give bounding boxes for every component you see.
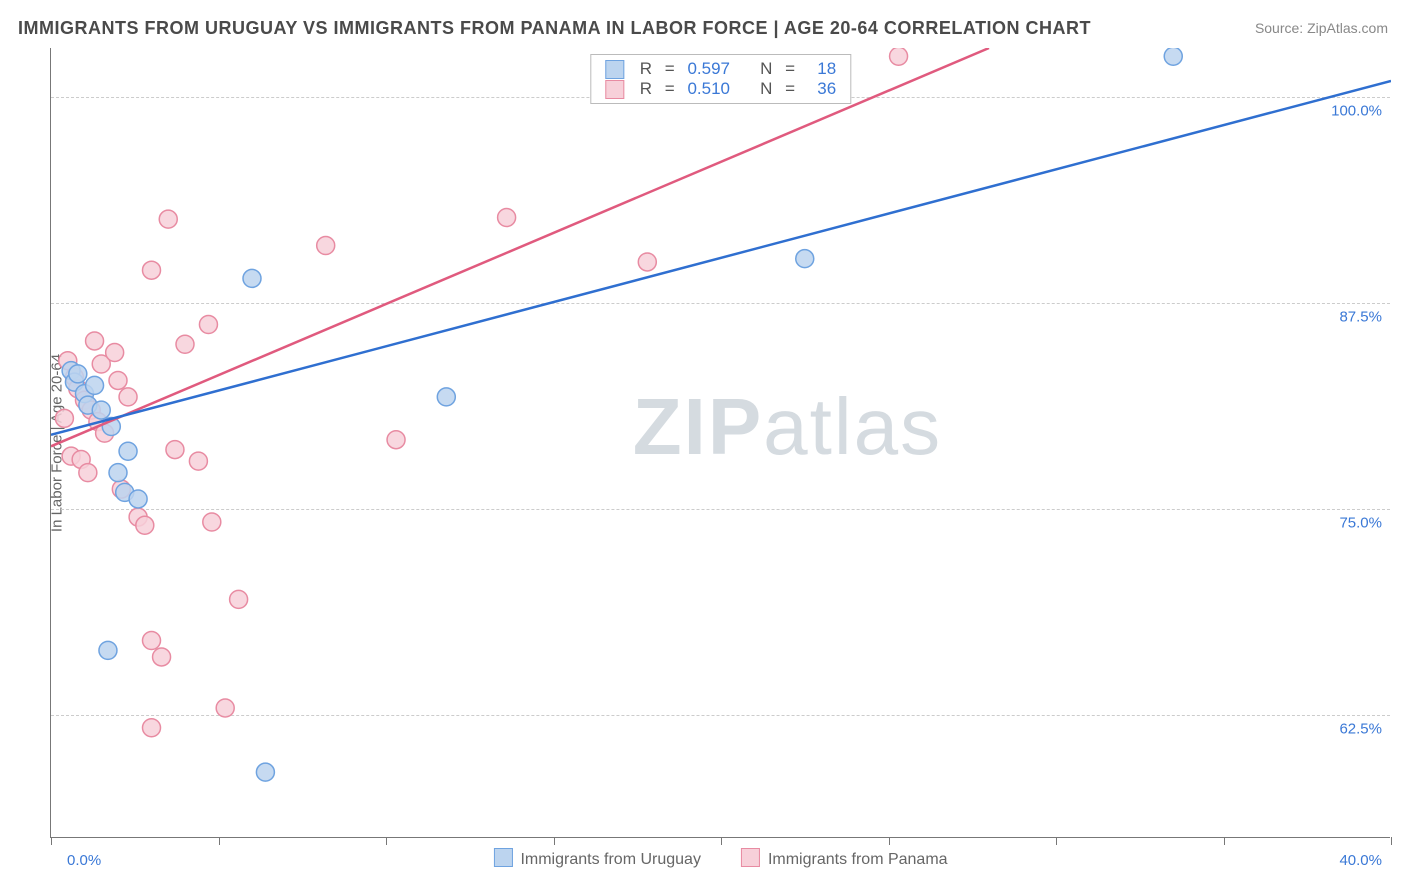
x-tick: [219, 837, 220, 845]
stat-n-label-p: N: [760, 79, 772, 99]
data-point-panama: [230, 590, 248, 608]
legend-label-panama: Immigrants from Panama: [768, 851, 948, 868]
x-tick: [721, 837, 722, 845]
stat-r-panama: 0.510: [687, 79, 730, 99]
data-point-panama: [55, 409, 73, 427]
data-point-panama: [86, 332, 104, 350]
data-point-panama: [119, 388, 137, 406]
data-point-panama: [203, 513, 221, 531]
regression-line-panama: [51, 48, 989, 446]
data-point-panama: [159, 210, 177, 228]
swatch-uruguay: [605, 60, 624, 79]
swatch-panama: [605, 80, 624, 99]
data-point-panama: [143, 261, 161, 279]
data-point-panama: [638, 253, 656, 271]
chart-container: IMMIGRANTS FROM URUGUAY VS IMMIGRANTS FR…: [0, 0, 1406, 892]
stat-r-label-p: R: [640, 79, 652, 99]
data-point-uruguay: [109, 464, 127, 482]
data-point-panama: [153, 648, 171, 666]
source-link[interactable]: ZipAtlas.com: [1307, 20, 1388, 36]
x-tick: [386, 837, 387, 845]
x-axis-label-min: 0.0%: [67, 852, 101, 869]
data-point-panama: [176, 335, 194, 353]
data-point-panama: [79, 464, 97, 482]
legend-item-uruguay: Immigrants from Uruguay: [493, 848, 701, 869]
x-tick: [51, 837, 52, 845]
data-point-panama: [109, 371, 127, 389]
source-attribution: Source: ZipAtlas.com: [1255, 20, 1388, 36]
x-axis-label-max: 40.0%: [1339, 852, 1382, 869]
data-point-panama: [106, 343, 124, 361]
chart-svg: [51, 48, 1390, 837]
chart-title: IMMIGRANTS FROM URUGUAY VS IMMIGRANTS FR…: [18, 18, 1091, 39]
data-point-panama: [498, 209, 516, 227]
data-point-uruguay: [796, 250, 814, 268]
data-point-panama: [317, 237, 335, 255]
x-tick: [889, 837, 890, 845]
stat-r-label: R: [640, 59, 652, 79]
data-point-uruguay: [1164, 47, 1182, 65]
swatch-uruguay-bottom: [493, 848, 512, 867]
x-tick: [1391, 837, 1392, 845]
data-point-panama: [143, 632, 161, 650]
bottom-legend: Immigrants from Uruguay Immigrants from …: [493, 848, 947, 869]
equals-sign: =: [660, 59, 679, 79]
legend-item-panama: Immigrants from Panama: [741, 848, 948, 869]
x-tick: [554, 837, 555, 845]
data-point-panama: [387, 431, 405, 449]
stat-r-uruguay: 0.597: [687, 59, 730, 79]
plot-area: In Labor Force | Age 20-64 ZIPatlas 62.5…: [50, 48, 1390, 838]
data-point-panama: [136, 516, 154, 534]
data-point-uruguay: [437, 388, 455, 406]
data-point-uruguay: [86, 376, 104, 394]
data-point-uruguay: [243, 269, 261, 287]
stats-row-panama: R = 0.510 N = 36: [605, 79, 836, 99]
x-tick: [1224, 837, 1225, 845]
stat-n-uruguay: 18: [808, 59, 836, 79]
stat-n-panama: 36: [808, 79, 836, 99]
stat-spacer-p: [738, 79, 752, 99]
stats-legend: R = 0.597 N = 18 R = 0.510 N = 36: [590, 54, 851, 104]
regression-line-uruguay: [51, 81, 1391, 435]
stat-spacer: [738, 59, 752, 79]
equals-sign-np: =: [780, 79, 799, 99]
data-point-uruguay: [92, 401, 110, 419]
data-point-panama: [890, 47, 908, 65]
source-prefix: Source:: [1255, 20, 1307, 36]
data-point-panama: [143, 719, 161, 737]
data-point-uruguay: [99, 641, 117, 659]
x-tick: [1056, 837, 1057, 845]
data-point-panama: [166, 441, 184, 459]
data-point-uruguay: [129, 490, 147, 508]
data-point-uruguay: [256, 763, 274, 781]
data-point-panama: [216, 699, 234, 717]
equals-sign-p: =: [660, 79, 679, 99]
data-point-uruguay: [69, 365, 87, 383]
data-point-panama: [189, 452, 207, 470]
data-point-panama: [199, 316, 217, 334]
swatch-panama-bottom: [741, 848, 760, 867]
equals-sign-n: =: [780, 59, 799, 79]
stats-row-uruguay: R = 0.597 N = 18: [605, 59, 836, 79]
legend-label-uruguay: Immigrants from Uruguay: [520, 851, 701, 868]
data-point-uruguay: [119, 442, 137, 460]
stat-n-label: N: [760, 59, 772, 79]
